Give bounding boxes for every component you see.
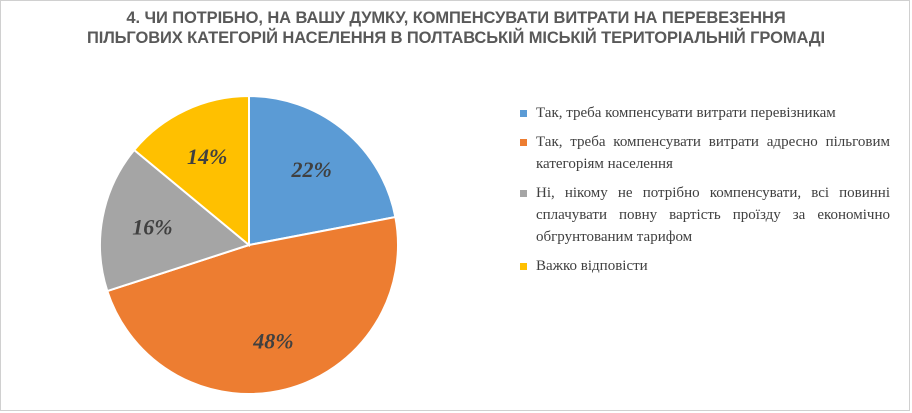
legend-swatch <box>520 110 527 117</box>
legend-label: Ні, нікому не потрібно компенсувати, всі… <box>536 185 890 245</box>
chart-title: 4. ЧИ ПОТРІБНО, НА ВАШУ ДУМКУ, КОМПЕНСУВ… <box>0 8 912 48</box>
legend-item-compensate-targeted: Так, треба компенсувати витрати адресно … <box>520 131 890 175</box>
pie-slice-no-compensation <box>99 148 252 293</box>
legend-item-hard-to-say: Важко відповісти <box>520 255 890 277</box>
legend-swatch <box>520 139 527 146</box>
pie-data-label: 16% <box>132 215 172 240</box>
chart-title-line-1: 4. ЧИ ПОТРІБНО, НА ВАШУ ДУМКУ, КОМПЕНСУВ… <box>126 9 786 27</box>
legend-swatch <box>520 190 527 197</box>
legend-item-compensate-carriers: Так, треба компенсувати витрати перевізн… <box>520 102 890 124</box>
pie-slice-hard-to-say <box>132 94 250 248</box>
legend-label: Так, треба компенсувати витрати перевізн… <box>536 105 836 121</box>
legend-swatch <box>520 263 527 270</box>
legend-item-no-compensation: Ні, нікому не потрібно компенсувати, всі… <box>520 182 890 248</box>
pie-data-label: 48% <box>252 328 293 353</box>
chart-title-line-2: ПІЛЬГОВИХ КАТЕГОРІЙ НАСЕЛЕННЯ В ПОЛТАВСЬ… <box>86 29 826 47</box>
pie-data-label: 14% <box>187 144 227 169</box>
legend-label: Так, треба компенсувати витрати адресно … <box>536 134 890 172</box>
pie-data-label: 22% <box>291 157 332 182</box>
pie-slice-compensate-targeted <box>106 215 399 395</box>
legend-label: Важко відповісти <box>536 258 648 274</box>
chart-legend: Так, треба компенсувати витрати перевізн… <box>520 102 890 277</box>
pie-slice-compensate-carriers <box>248 94 397 247</box>
